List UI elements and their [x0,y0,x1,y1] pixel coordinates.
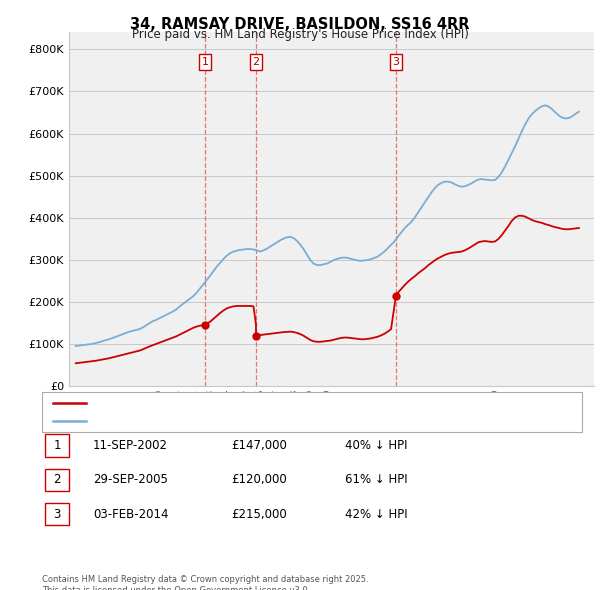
Text: 1: 1 [53,439,61,452]
Text: 40% ↓ HPI: 40% ↓ HPI [345,439,407,452]
Text: 42% ↓ HPI: 42% ↓ HPI [345,507,407,520]
Text: Price paid vs. HM Land Registry's House Price Index (HPI): Price paid vs. HM Land Registry's House … [131,28,469,41]
Text: 1: 1 [202,57,208,67]
Text: £147,000: £147,000 [231,439,287,452]
Text: 2: 2 [253,57,260,67]
Text: 03-FEB-2014: 03-FEB-2014 [93,507,169,520]
Text: £120,000: £120,000 [231,473,287,486]
Text: 61% ↓ HPI: 61% ↓ HPI [345,473,407,486]
Text: Contains HM Land Registry data © Crown copyright and database right 2025.
This d: Contains HM Land Registry data © Crown c… [42,575,368,590]
Text: 11-SEP-2002: 11-SEP-2002 [93,439,168,452]
Text: 3: 3 [392,57,400,67]
Text: 34, RAMSAY DRIVE, BASILDON, SS16 4RR (detached house): 34, RAMSAY DRIVE, BASILDON, SS16 4RR (de… [93,398,403,408]
Text: £215,000: £215,000 [231,507,287,520]
Text: 34, RAMSAY DRIVE, BASILDON, SS16 4RR: 34, RAMSAY DRIVE, BASILDON, SS16 4RR [130,17,470,31]
Text: 2: 2 [53,473,61,486]
Text: HPI: Average price, detached house, Basildon: HPI: Average price, detached house, Basi… [93,415,331,425]
Text: 29-SEP-2005: 29-SEP-2005 [93,473,168,486]
Text: 3: 3 [53,507,61,520]
